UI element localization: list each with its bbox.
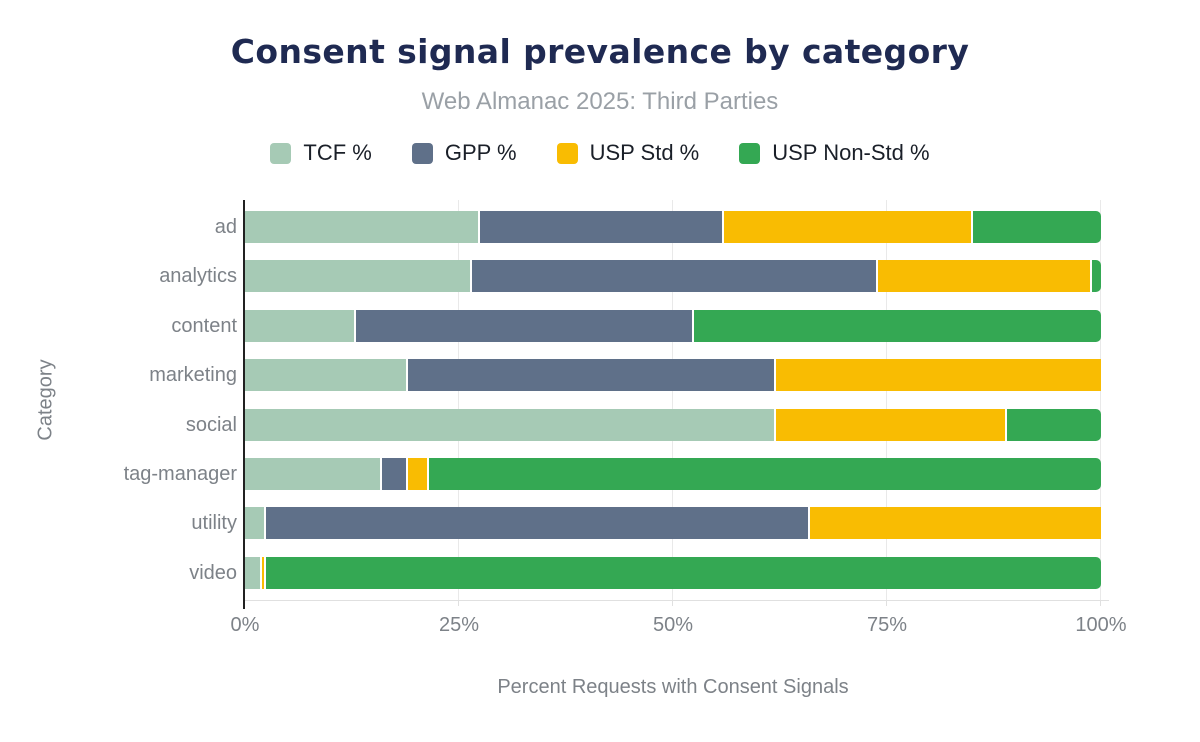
- bar-segment: [724, 211, 973, 243]
- bar-segment: [266, 507, 810, 540]
- legend-swatch-icon: [411, 142, 433, 164]
- bar-segment: [245, 458, 382, 490]
- bar-segment: [480, 211, 725, 243]
- bar-segment: [407, 359, 776, 392]
- legend-label: TCF %: [303, 140, 372, 165]
- legend-item: USP Std %: [556, 140, 700, 166]
- chart-legend: TCF % GPP % USP Std % USP Non-Std %: [0, 140, 1200, 166]
- legend-item: TCF %: [270, 140, 372, 166]
- category-label: marketing: [149, 364, 237, 387]
- bar-row: [245, 507, 1101, 540]
- bar-row: [245, 359, 1101, 392]
- bar-segment: [471, 260, 879, 293]
- category-label: analytics: [159, 265, 237, 288]
- bar-segment: [245, 211, 481, 243]
- bar-row: [245, 309, 1101, 342]
- bar-segment: [245, 359, 408, 392]
- bar-segment: [809, 507, 1101, 540]
- bar-segment: [245, 408, 776, 441]
- x-tick-label: 50%: [652, 614, 694, 636]
- legend-item: USP Non-Std %: [739, 140, 930, 166]
- x-axis-zero-tick: [243, 600, 245, 609]
- gridline: [458, 200, 459, 600]
- bar-segment: [266, 556, 1101, 589]
- bar-segment: [245, 507, 267, 540]
- bar-segment: [245, 260, 472, 293]
- gridline: [1100, 200, 1101, 600]
- bar-segment: [1006, 408, 1101, 441]
- category-label: ad: [214, 216, 237, 238]
- y-axis-line: [243, 200, 245, 600]
- category-label: tag-manager: [123, 463, 237, 485]
- bar-segment: [694, 309, 1101, 342]
- bar-segment: [381, 458, 408, 490]
- gridline: [672, 200, 673, 600]
- legend-swatch-icon: [270, 142, 292, 164]
- x-axis-tick: [458, 600, 459, 606]
- category-label: social: [185, 413, 237, 436]
- x-tick-label: 100%: [1075, 614, 1127, 636]
- legend-label: GPP %: [444, 140, 517, 165]
- bar-segment: [356, 309, 695, 342]
- category-label: video: [189, 561, 237, 584]
- category-label: content: [171, 314, 237, 337]
- bar-segment: [775, 408, 1007, 441]
- bar-segment: [878, 260, 1093, 293]
- bar-segment: [407, 458, 430, 490]
- bar-segment: [1092, 260, 1101, 293]
- x-axis-tick: [672, 600, 673, 606]
- bar-row: [245, 458, 1101, 490]
- plot-area: [243, 200, 1109, 609]
- legend-swatch-icon: [739, 142, 761, 164]
- x-axis-title: Percent Requests with Consent Signals: [497, 676, 849, 698]
- x-axis-tick: [886, 600, 887, 606]
- bar-segment: [245, 556, 263, 589]
- bar-segment: [972, 211, 1101, 243]
- bar-row: [245, 556, 1101, 589]
- x-tick-label: 0%: [230, 614, 260, 636]
- bar-segment: [245, 309, 357, 342]
- legend-label: USP Non-Std %: [772, 140, 930, 165]
- bar-segment: [775, 359, 1101, 392]
- bar-segment: [262, 556, 267, 589]
- x-axis-line: [245, 600, 1109, 601]
- bar-row: [245, 408, 1101, 441]
- legend-item: GPP %: [411, 140, 517, 166]
- legend-swatch-icon: [556, 142, 578, 164]
- bar-segment: [429, 458, 1101, 490]
- x-tick-label: 25%: [438, 614, 480, 636]
- chart-title: Consent signal prevalence by category: [230, 32, 970, 71]
- gridline: [886, 200, 887, 600]
- category-label: utility: [191, 512, 237, 535]
- bar-row: [245, 211, 1101, 243]
- legend-label: USP Std %: [589, 140, 700, 165]
- x-axis-tick: [1100, 600, 1101, 606]
- x-tick-label: 75%: [866, 614, 908, 636]
- bar-row: [245, 260, 1101, 293]
- chart-subtitle: Web Almanac 2025: Third Parties: [421, 88, 779, 115]
